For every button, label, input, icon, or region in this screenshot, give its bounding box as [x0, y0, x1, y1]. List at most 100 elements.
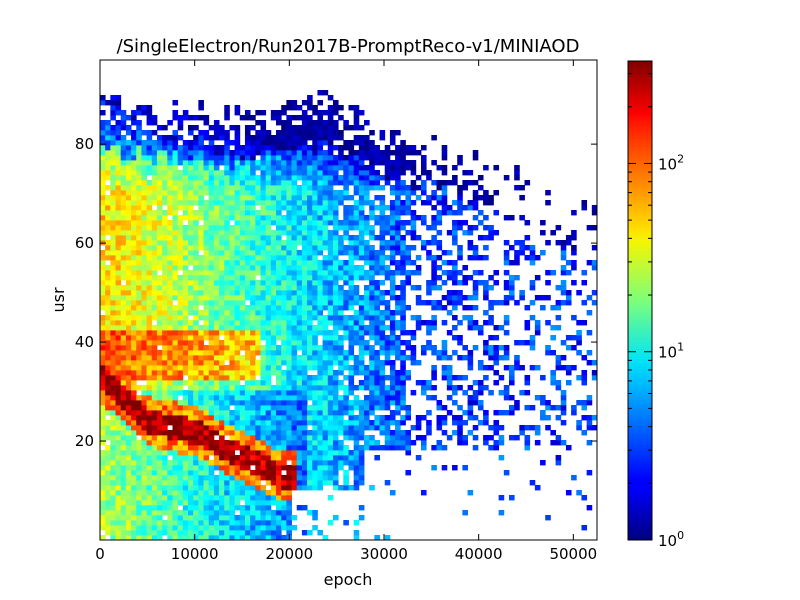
heatmap-cell — [178, 465, 184, 470]
heatmap-cell — [141, 290, 147, 295]
heatmap-cell — [312, 150, 318, 155]
heatmap-cell — [209, 365, 215, 370]
heatmap-cell — [307, 160, 313, 165]
heatmap-cell — [116, 305, 122, 310]
heatmap-cell — [349, 195, 355, 200]
heatmap-cell — [369, 260, 375, 265]
heatmap-cell — [235, 530, 241, 535]
heatmap-cell — [525, 405, 531, 410]
heatmap-cell — [400, 295, 406, 300]
heatmap-cell — [172, 150, 178, 155]
heatmap-cell — [110, 490, 116, 495]
heatmap-cell — [204, 480, 210, 485]
heatmap-cell — [499, 300, 505, 305]
heatmap-cell — [276, 160, 282, 165]
heatmap-cell — [519, 295, 525, 300]
heatmap-cell — [447, 210, 453, 215]
heatmap-cell — [292, 175, 298, 180]
heatmap-cell — [400, 160, 406, 165]
heatmap-cell — [312, 270, 318, 275]
heatmap-cell — [271, 520, 277, 525]
heatmap-cell — [442, 155, 448, 160]
heatmap-cell — [100, 370, 106, 375]
heatmap-cell — [323, 375, 329, 380]
heatmap-cell — [343, 305, 349, 310]
heatmap-cell — [271, 275, 277, 280]
heatmap-cell — [349, 425, 355, 430]
heatmap-cell — [250, 320, 256, 325]
heatmap-cell — [292, 380, 298, 385]
heatmap-cell — [338, 260, 344, 265]
heatmap-cell — [235, 385, 241, 390]
heatmap-cell — [297, 400, 303, 405]
heatmap-cell — [509, 435, 515, 440]
heatmap-cell — [281, 130, 287, 135]
heatmap-cell — [105, 135, 111, 140]
heatmap-cell — [147, 255, 153, 260]
heatmap-cell — [110, 185, 116, 190]
heatmap-cell — [193, 510, 199, 515]
heatmap-cell — [126, 450, 132, 455]
heatmap-cell — [447, 300, 453, 305]
heatmap-cell — [178, 230, 184, 235]
heatmap-cell — [292, 100, 298, 105]
heatmap-cell — [473, 200, 479, 205]
heatmap-cell — [157, 390, 163, 395]
heatmap-cell — [162, 220, 168, 225]
heatmap-cell — [157, 135, 163, 140]
heatmap-cell — [286, 400, 292, 405]
heatmap-cell — [136, 360, 142, 365]
heatmap-cell — [385, 290, 391, 295]
heatmap-cell — [110, 155, 116, 160]
heatmap-cell — [302, 260, 308, 265]
heatmap-cell — [457, 155, 463, 160]
heatmap-cell — [271, 180, 277, 185]
heatmap-cell — [276, 165, 282, 170]
heatmap-cell — [286, 480, 292, 485]
heatmap-cell — [110, 405, 116, 410]
heatmap-cell — [178, 310, 184, 315]
heatmap-cell — [193, 405, 199, 410]
heatmap-cell — [292, 105, 298, 110]
heatmap-cell — [224, 175, 230, 180]
heatmap-cell — [245, 465, 251, 470]
heatmap-cell — [380, 430, 386, 435]
heatmap-cell — [312, 145, 318, 150]
heatmap-cell — [178, 285, 184, 290]
heatmap-cell — [374, 385, 380, 390]
heatmap-cell — [276, 185, 282, 190]
heatmap-cell — [364, 190, 370, 195]
heatmap-cell — [359, 300, 365, 305]
heatmap-cell — [260, 495, 266, 500]
heatmap-cell — [271, 530, 277, 535]
heatmap-cell — [307, 455, 313, 460]
heatmap-cell — [369, 400, 375, 405]
heatmap-cell — [380, 150, 386, 155]
heatmap-cell — [214, 165, 220, 170]
heatmap-cell — [390, 385, 396, 390]
heatmap-cell — [431, 395, 437, 400]
heatmap-cell — [369, 330, 375, 335]
heatmap-cell — [359, 235, 365, 240]
heatmap-cell — [307, 315, 313, 320]
heatmap-cell — [193, 520, 199, 525]
heatmap-cell — [105, 350, 111, 355]
heatmap-cell — [121, 355, 127, 360]
heatmap-cell — [302, 485, 308, 490]
heatmap-cell — [100, 360, 106, 365]
heatmap-cell — [281, 510, 287, 515]
heatmap-cell — [235, 165, 241, 170]
heatmap-cell — [214, 375, 220, 380]
heatmap-cell — [152, 260, 158, 265]
heatmap-cell — [193, 195, 199, 200]
heatmap-cell — [178, 250, 184, 255]
heatmap-cell — [374, 330, 380, 335]
heatmap-cell — [188, 385, 194, 390]
heatmap-cell — [147, 350, 153, 355]
heatmap-cell — [157, 190, 163, 195]
heatmap-cell — [271, 220, 277, 225]
heatmap-cell — [121, 360, 127, 365]
heatmap-cell — [224, 160, 230, 165]
heatmap-cell — [214, 310, 220, 315]
heatmap-cell — [281, 515, 287, 520]
